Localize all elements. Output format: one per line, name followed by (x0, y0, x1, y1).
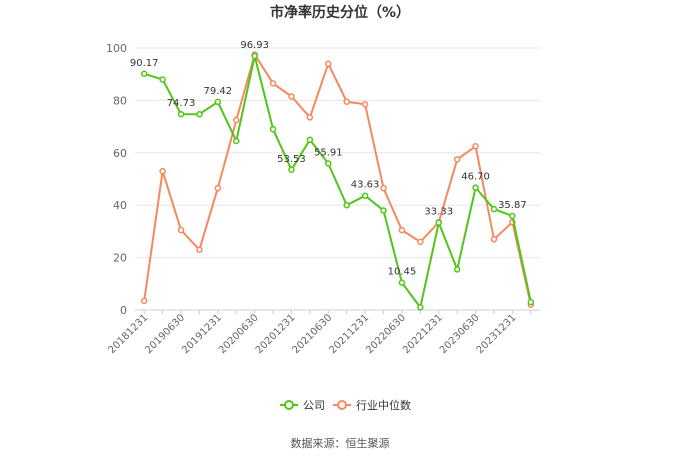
legend[interactable]: 公司 行业中位数 (280, 398, 411, 412)
data-point-company[interactable] (214, 98, 222, 106)
data-point-industry-median[interactable] (214, 184, 222, 192)
data-point-industry-median[interactable] (269, 80, 277, 87)
data-point-industry-median[interactable] (159, 167, 166, 175)
data-point-company[interactable] (361, 192, 369, 199)
data-label: 55.91 (314, 148, 343, 159)
data-point-company[interactable] (251, 52, 258, 60)
data-label: 43.63 (351, 180, 380, 191)
legend-label: 行业中位数 (356, 398, 411, 412)
data-point-industry-median[interactable] (306, 114, 314, 121)
data-point-industry-median[interactable] (196, 246, 203, 253)
series-line-company (143, 55, 532, 309)
data-point-company[interactable] (159, 76, 166, 83)
y-tick-label: 20 (113, 252, 127, 265)
data-point-industry-median[interactable] (361, 101, 369, 108)
data-point-industry-median[interactable] (453, 156, 461, 163)
data-point-industry-median[interactable] (288, 93, 295, 100)
data-point-industry-median[interactable] (140, 297, 148, 305)
data-point-industry-median[interactable] (417, 238, 424, 246)
legend-marker-icon (337, 400, 347, 410)
data-point-company[interactable] (398, 279, 406, 286)
data-label: 53.53 (277, 154, 306, 165)
data-point-company[interactable] (140, 70, 148, 78)
chart-title: 市净率历史分位（%） (270, 4, 410, 21)
y-tick-label: 60 (113, 147, 127, 160)
data-label: 46.70 (461, 172, 490, 183)
y-tick-label: 40 (113, 199, 127, 212)
data-label: 74.73 (167, 98, 196, 109)
data-point-company[interactable] (288, 166, 295, 174)
data-label: 90.17 (130, 58, 159, 69)
data-point-company[interactable] (527, 298, 535, 306)
data-point-industry-median[interactable] (490, 236, 498, 243)
data-point-company[interactable] (509, 212, 516, 220)
data-label: 96.93 (240, 40, 269, 51)
data-point-company[interactable] (490, 205, 498, 213)
y-tick-label: 100 (106, 42, 127, 55)
data-label: 35.87 (498, 200, 527, 211)
legend-item-industry-median[interactable]: 行业中位数 (333, 398, 411, 412)
data-point-company[interactable] (435, 219, 442, 226)
data-point-company[interactable] (177, 110, 185, 118)
legend-marker-icon (284, 400, 294, 410)
x-tick-label: 20231231 (475, 312, 519, 356)
data-point-company[interactable] (380, 207, 387, 214)
data-point-company[interactable] (325, 160, 332, 167)
legend-item-company[interactable]: 公司 (280, 399, 325, 412)
data-point-company[interactable] (233, 137, 240, 145)
data-label: 33.33 (424, 207, 453, 218)
data-label: 79.42 (204, 86, 233, 97)
data-point-company[interactable] (196, 110, 203, 118)
data-point-company[interactable] (306, 136, 314, 143)
data-point-industry-median[interactable] (233, 116, 240, 124)
data-point-industry-median[interactable] (177, 226, 185, 234)
data-point-industry-median[interactable] (472, 143, 479, 150)
data-point-industry-median[interactable] (398, 226, 406, 234)
data-point-company[interactable] (343, 201, 350, 209)
data-label-layer: 90.17 74.73 79.42 96.93 53.53 55.91 43.63 10.45… (130, 40, 527, 278)
series-line-industry-median (143, 53, 532, 306)
data-point-company[interactable] (269, 125, 277, 133)
y-tick-label: 80 (113, 94, 127, 107)
data-label: 10.45 (388, 267, 417, 278)
data-point-industry-median[interactable] (325, 60, 332, 67)
data-point-company[interactable] (453, 266, 461, 273)
data-point-industry-median[interactable] (380, 184, 387, 192)
data-point-company[interactable] (417, 304, 424, 311)
series-layer (140, 51, 535, 311)
data-source-note: 数据来源：恒生聚源 (291, 436, 390, 450)
data-point-company[interactable] (472, 184, 479, 191)
legend-label: 公司 (303, 399, 325, 412)
data-point-industry-median[interactable] (343, 98, 350, 105)
y-tick-label: 0 (120, 304, 127, 317)
